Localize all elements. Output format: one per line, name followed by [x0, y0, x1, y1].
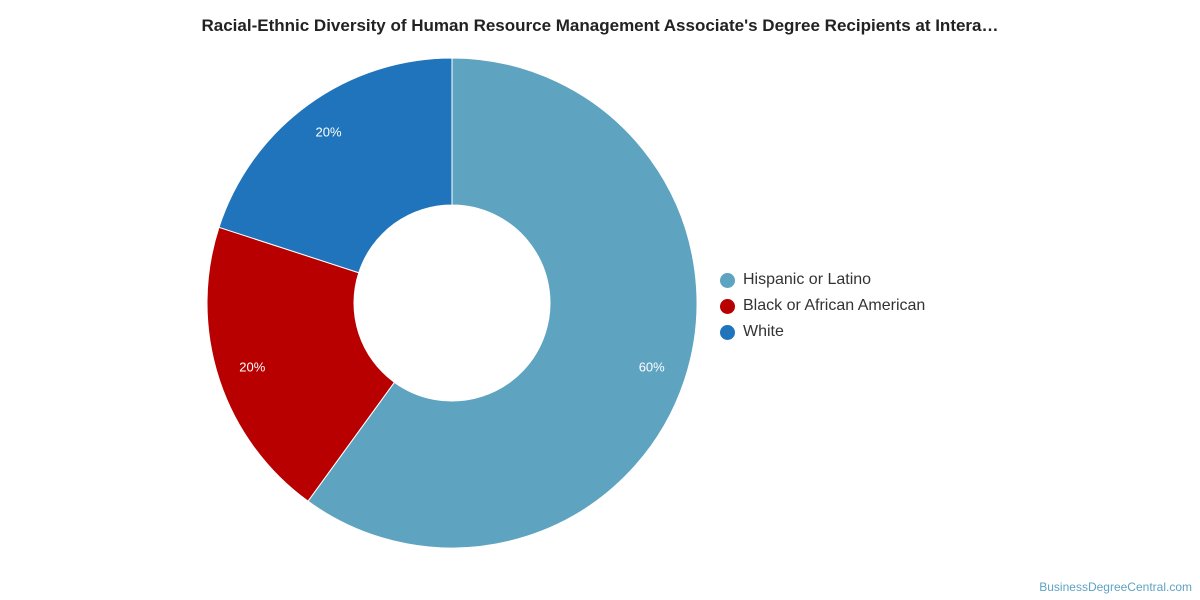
- legend-swatch-icon: [720, 324, 735, 340]
- legend-item-black-or-african-american[interactable]: Black or African American: [720, 293, 925, 319]
- slice-black-or-african-american[interactable]: [206, 226, 396, 502]
- slice-label-black-or-african-american: 20%: [239, 359, 265, 374]
- slice-labels: 60% 20% 20%: [239, 125, 665, 375]
- legend-swatch-icon: [720, 272, 735, 288]
- slice-label-white: 20%: [316, 125, 342, 140]
- legend-swatch-icon: [720, 298, 735, 314]
- legend-label: White: [743, 323, 784, 340]
- legend-label: Black or African American: [743, 297, 926, 314]
- source-watermark[interactable]: BusinessDegreeCentral.com: [1039, 580, 1192, 594]
- legend-label: Hispanic or Latino: [743, 271, 872, 288]
- chart-title: Racial-Ethnic Diversity of Human Resourc…: [201, 16, 999, 35]
- slice-label-hispanic-or-latino: 60%: [639, 359, 665, 374]
- slice-white[interactable]: [218, 57, 453, 274]
- legend-item-white[interactable]: White: [720, 319, 925, 345]
- chart-legend: Hispanic or Latino Black or African Amer…: [720, 267, 925, 345]
- slice-hispanic-or-latino[interactable]: [307, 57, 698, 549]
- donut-slices: [206, 57, 698, 549]
- legend-item-hispanic-or-latino[interactable]: Hispanic or Latino: [720, 267, 925, 293]
